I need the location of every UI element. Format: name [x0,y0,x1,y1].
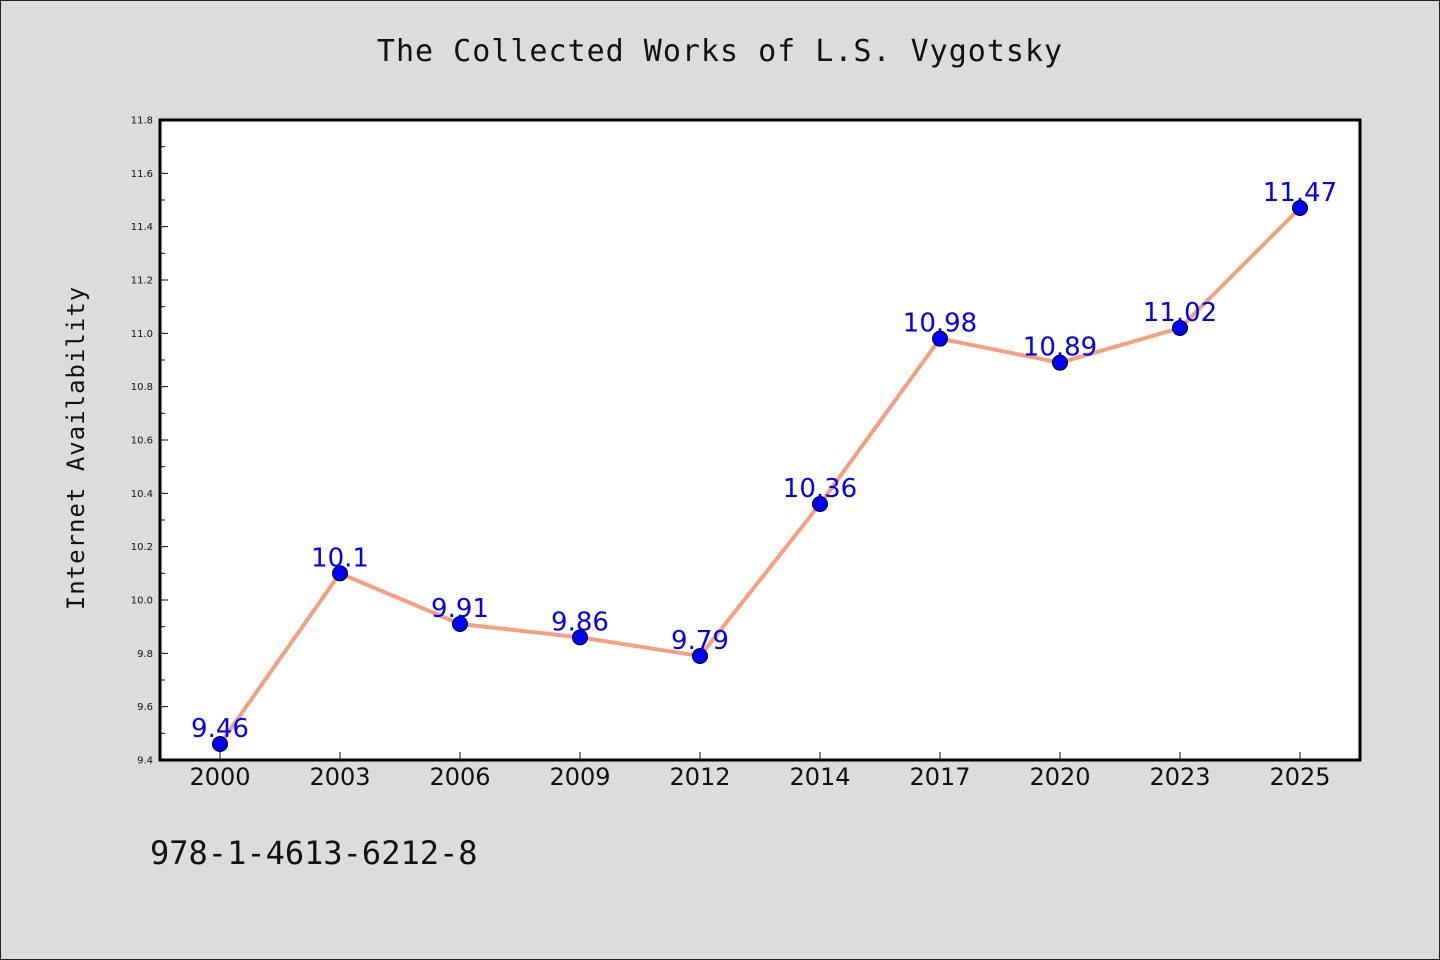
y-tick-label: 10.4 [131,489,153,500]
y-tick-label: 10.8 [131,382,153,393]
x-tick-label: 2009 [549,763,610,791]
data-point [1292,200,1308,216]
x-tick-label: 2017 [909,763,970,791]
isbn-footer: 978-1-4613-6212-8 [150,834,478,872]
y-tick-label: 9.8 [137,649,153,660]
y-tick-label: 11.6 [131,169,153,180]
x-tick-label: 2000 [189,763,250,791]
x-tick-label: 2006 [429,763,490,791]
data-label: 10.89 [1023,333,1097,363]
x-tick-label: 2020 [1029,763,1090,791]
y-tick-label: 10.6 [131,436,153,447]
data-point [692,648,708,664]
data-point [1052,354,1068,371]
series-line [218,206,1302,746]
data-point [332,565,348,582]
data-label: 11.02 [1143,298,1217,328]
chart-title: The Collected Works of L.S. Vygotsky [376,34,1064,69]
y-tick-label: 10.0 [131,596,153,607]
x-tick-label: 2012 [669,763,730,791]
y-tick-label: 11.4 [131,222,153,233]
data-label: 11.47 [1263,178,1337,208]
data-point [572,629,588,646]
x-tick-label: 2023 [1149,763,1210,791]
y-tick-label: 10.2 [131,542,153,553]
y-tick-label: 9.6 [137,702,153,713]
data-label: 10.1 [311,543,369,573]
data-label: 10.98 [903,309,977,339]
y-tick-label: 11.8 [131,116,153,127]
plot-border [158,118,1362,762]
x-tick-label: 2014 [789,763,850,791]
y-tick-label: 11.2 [131,276,153,287]
x-tick-label: 2025 [1269,763,1330,791]
x-tick-label: 2003 [309,763,370,791]
plot-area [160,120,1360,760]
data-point [212,736,228,752]
y-tick-label: 11.0 [131,329,153,340]
data-point [932,330,948,347]
data-label: 10.36 [783,474,857,504]
data-point [1172,320,1188,336]
data-label: 9.79 [671,626,729,656]
data-label: 9.91 [431,594,489,624]
y-tick-label: 9.4 [137,756,153,767]
data-label: 9.86 [551,607,609,637]
data-point [452,616,468,632]
data-point [812,496,828,512]
data-label: 9.46 [191,714,249,744]
